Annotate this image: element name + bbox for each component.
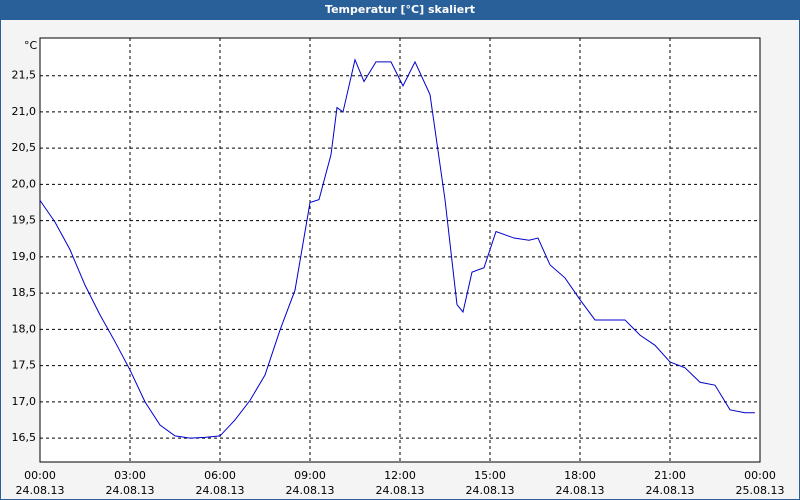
y-tick-label: 18,5 xyxy=(12,286,37,299)
x-tick-date: 24.08.13 xyxy=(556,484,605,497)
x-tick-date: 24.08.13 xyxy=(286,484,335,497)
y-tick-label: 21,0 xyxy=(12,105,37,118)
x-tick-label: 15:00 xyxy=(474,469,506,482)
y-tick-label: 19,0 xyxy=(12,250,37,263)
y-tick-label: 16,5 xyxy=(12,431,37,444)
x-tick-label: 21:00 xyxy=(654,469,686,482)
x-tick-date: 25.08.13 xyxy=(736,484,785,497)
title-bar xyxy=(0,0,800,20)
x-tick-date: 24.08.13 xyxy=(466,484,515,497)
x-tick-date: 24.08.13 xyxy=(106,484,155,497)
x-tick-label: 18:00 xyxy=(564,469,596,482)
x-tick-date: 24.08.13 xyxy=(16,484,65,497)
x-tick-label: 03:00 xyxy=(114,469,146,482)
x-tick-label: 06:00 xyxy=(204,469,236,482)
y-tick-label: 21,5 xyxy=(12,69,37,82)
line-series xyxy=(39,58,755,439)
y-tick-label: 20,0 xyxy=(12,177,37,190)
x-tick-label: 09:00 xyxy=(294,469,326,482)
x-tick-label: 00:00 xyxy=(744,469,776,482)
x-tick-date: 24.08.13 xyxy=(646,484,695,497)
x-tick-date: 24.08.13 xyxy=(196,484,245,497)
chart-title: Temperatur [°C] skaliert xyxy=(325,3,475,16)
y-tick-label: 18,0 xyxy=(12,322,37,335)
y-tick-label: 17,0 xyxy=(12,395,37,408)
y-tick-label: 17,5 xyxy=(12,359,37,372)
y-tick-label: 19,5 xyxy=(12,214,37,227)
x-tick-label: 00:00 xyxy=(24,469,56,482)
x-tick-label: 12:00 xyxy=(384,469,416,482)
y-tick-label: 20,5 xyxy=(12,141,37,154)
y-axis-label: °C xyxy=(24,39,38,52)
x-tick-date: 24.08.13 xyxy=(376,484,425,497)
